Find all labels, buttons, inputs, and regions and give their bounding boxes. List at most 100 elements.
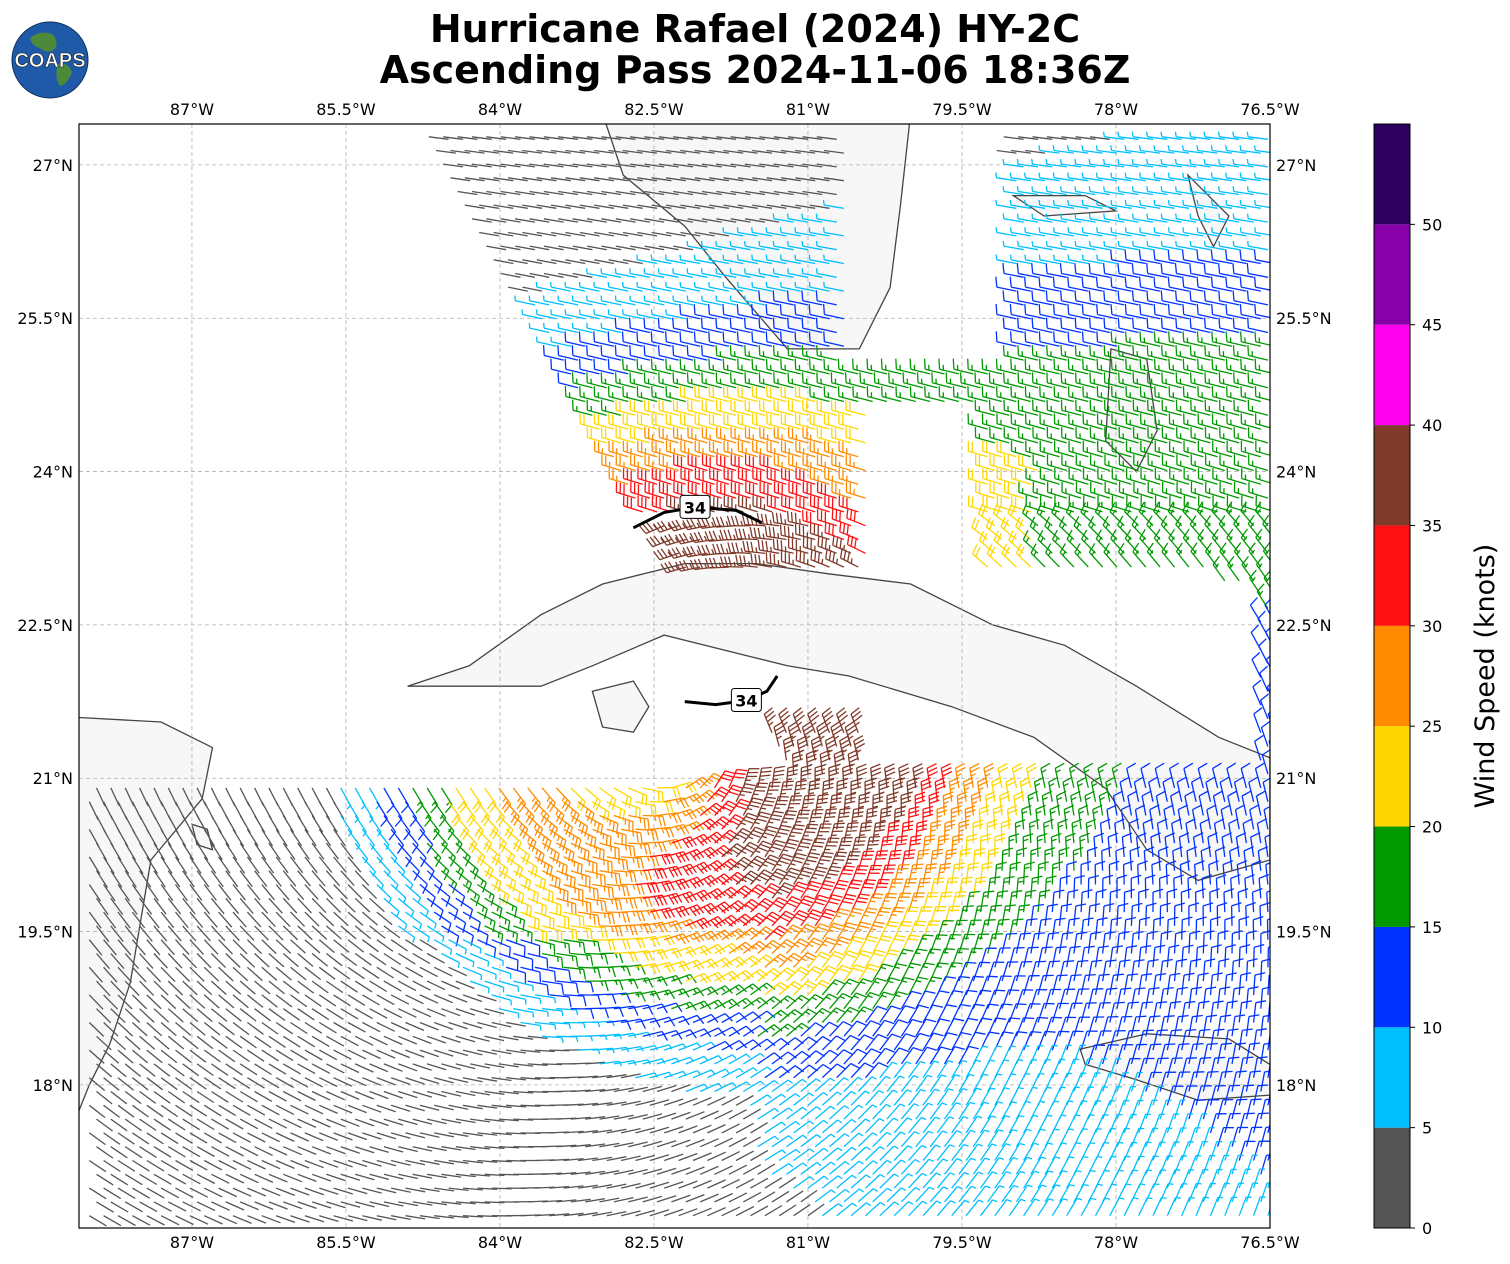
- wind-barb: [1225, 172, 1247, 182]
- wind-barb: [607, 309, 629, 320]
- wind-barb: [780, 358, 801, 375]
- wind-barb: [715, 317, 737, 334]
- wind-barb: [802, 136, 823, 140]
- wind-barb: [578, 358, 600, 375]
- wind-barb: [722, 358, 744, 375]
- wind-barb: [629, 268, 651, 278]
- wind-barb: [594, 177, 614, 182]
- wind-barb: [743, 240, 766, 251]
- wind-barb: [586, 295, 607, 306]
- wind-barb: [1239, 145, 1261, 154]
- colorbar-segment: [1374, 324, 1410, 426]
- wind-barb: [716, 136, 737, 140]
- wind-barb: [1210, 249, 1233, 265]
- wind-barb: [1153, 172, 1175, 182]
- wind-barb: [1002, 317, 1024, 334]
- wind-barb: [736, 254, 758, 265]
- wind-barb: [515, 245, 536, 251]
- wind-barb: [615, 218, 636, 223]
- land-yucatan: [79, 716, 214, 1113]
- wind-barb: [507, 204, 528, 209]
- wind-barb: [608, 259, 629, 265]
- wind-barb: [658, 218, 679, 223]
- wind-barb: [607, 358, 629, 375]
- wind-barb: [1153, 199, 1175, 209]
- wind-barb: [514, 295, 536, 306]
- wind-barb: [1211, 227, 1233, 237]
- wind-barb: [1232, 290, 1254, 306]
- wind-barb: [1095, 172, 1118, 182]
- wind-barb: [701, 218, 722, 223]
- wind-barb: [1103, 290, 1125, 306]
- wind-barb: [1095, 145, 1118, 154]
- wind-barb: [923, 358, 945, 375]
- wind-barb: [1074, 317, 1096, 334]
- wind-barb: [1096, 358, 1118, 375]
- wind-barb: [565, 204, 586, 209]
- wind-barb: [736, 281, 758, 292]
- wind-barb: [1002, 213, 1024, 223]
- lat-tick-label-left: 27°N: [33, 156, 73, 175]
- wind-barb: [672, 295, 694, 306]
- wind-barb: [629, 218, 651, 223]
- wind-barb: [1217, 158, 1240, 168]
- wind-barb: [1153, 249, 1175, 265]
- wind-barb: [535, 281, 557, 292]
- wind-barb: [1246, 158, 1268, 168]
- wind-barb: [1146, 317, 1168, 334]
- wind-barb: [522, 286, 543, 292]
- wind-barb: [995, 276, 1017, 292]
- wind-barb: [787, 345, 809, 361]
- wind-barb: [729, 240, 751, 251]
- colorbar-tick-label: 10: [1422, 1018, 1442, 1037]
- wind-barb: [837, 358, 859, 375]
- wind-barb: [614, 268, 636, 278]
- wind-barb: [1189, 317, 1211, 334]
- wind-barb: [758, 240, 780, 251]
- colorbar-tick-label: 0: [1422, 1219, 1432, 1238]
- wind-barb: [1174, 158, 1197, 168]
- wind-barb: [550, 309, 571, 320]
- wind-barb: [1031, 186, 1053, 196]
- wind-barb: [687, 136, 708, 140]
- wind-barb: [578, 309, 600, 320]
- wind-barb: [1232, 263, 1254, 278]
- wind-barb: [1182, 276, 1204, 292]
- lat-tick-label-left: 22.5°N: [17, 616, 73, 635]
- wind-barb: [1210, 145, 1233, 154]
- wind-barb: [679, 281, 701, 292]
- wind-barb: [995, 358, 1017, 375]
- wind-barb: [471, 190, 492, 196]
- wind-barb: [1153, 276, 1175, 292]
- wind-barb: [1146, 263, 1168, 278]
- wind-barb: [1271, 791, 1280, 816]
- wind-barb: [801, 290, 823, 306]
- wind-barb: [1218, 290, 1240, 306]
- wind-barb: [500, 272, 521, 278]
- wind-barb: [550, 358, 571, 375]
- wind-barb: [1103, 213, 1125, 223]
- wind-barb: [1239, 249, 1261, 265]
- wind-barb: [1181, 145, 1204, 154]
- wind-barb: [1204, 345, 1225, 361]
- wind-barb: [701, 190, 722, 196]
- wind-barb: [794, 304, 816, 320]
- wind-barb: [1002, 186, 1024, 196]
- wind-barb: [1052, 145, 1074, 154]
- wind-barb: [1131, 263, 1154, 278]
- wind-barb: [1052, 304, 1075, 320]
- lat-tick-label-left: 24°N: [33, 463, 73, 482]
- wind-barb: [1203, 186, 1225, 196]
- wind-barb: [852, 358, 873, 375]
- wind-barb: [765, 227, 787, 237]
- wind-barb: [543, 322, 564, 334]
- wind-barb: [1189, 240, 1211, 251]
- wind-barb: [765, 358, 787, 375]
- wind-barb: [529, 190, 550, 196]
- wind-barb: [1024, 254, 1046, 265]
- wind-barb: [1074, 263, 1096, 278]
- lon-tick-label-bottom: 87°W: [170, 1233, 214, 1252]
- wind-barb: [772, 345, 794, 361]
- wind-barb: [1265, 862, 1270, 885]
- wind-barb: [428, 136, 449, 140]
